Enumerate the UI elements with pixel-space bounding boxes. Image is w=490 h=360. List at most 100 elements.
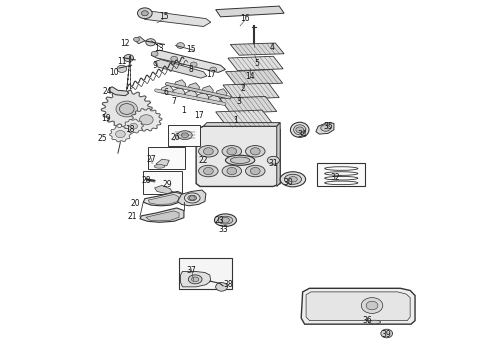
Circle shape — [116, 101, 138, 117]
Text: 1: 1 — [182, 105, 186, 114]
Bar — [168, 125, 199, 146]
Circle shape — [250, 167, 260, 175]
Polygon shape — [177, 190, 206, 206]
Ellipse shape — [368, 320, 381, 324]
Ellipse shape — [184, 193, 200, 203]
Polygon shape — [196, 92, 209, 102]
Circle shape — [171, 56, 177, 61]
Polygon shape — [155, 185, 172, 194]
Polygon shape — [109, 87, 129, 96]
Polygon shape — [160, 85, 173, 95]
Polygon shape — [134, 37, 145, 44]
Polygon shape — [184, 90, 197, 100]
Ellipse shape — [154, 165, 165, 168]
Text: 38: 38 — [223, 280, 233, 289]
Ellipse shape — [284, 174, 301, 184]
Polygon shape — [110, 126, 131, 142]
Circle shape — [120, 104, 134, 114]
Ellipse shape — [230, 157, 250, 163]
Text: 7: 7 — [172, 97, 176, 106]
Circle shape — [116, 131, 125, 138]
Polygon shape — [156, 159, 169, 166]
Text: 5: 5 — [255, 59, 260, 68]
Circle shape — [203, 148, 213, 155]
Circle shape — [117, 65, 127, 72]
Polygon shape — [151, 50, 225, 72]
Ellipse shape — [188, 275, 202, 284]
Text: 12: 12 — [121, 39, 130, 48]
Text: 9: 9 — [152, 61, 157, 70]
Polygon shape — [277, 123, 280, 186]
Text: 21: 21 — [128, 212, 137, 221]
Ellipse shape — [294, 125, 306, 135]
Text: 8: 8 — [189, 65, 194, 74]
Text: 22: 22 — [199, 156, 208, 165]
Polygon shape — [230, 43, 284, 55]
Ellipse shape — [218, 216, 233, 224]
Polygon shape — [146, 211, 179, 221]
Polygon shape — [225, 69, 283, 85]
Circle shape — [124, 54, 134, 62]
Polygon shape — [155, 59, 207, 78]
Text: 1: 1 — [233, 116, 238, 125]
Text: 39: 39 — [382, 330, 392, 339]
Polygon shape — [173, 80, 186, 89]
Circle shape — [176, 42, 184, 48]
Text: 20: 20 — [130, 199, 140, 208]
Text: 32: 32 — [331, 173, 340, 182]
Text: 15: 15 — [160, 12, 169, 21]
Text: 16: 16 — [240, 14, 250, 23]
Text: 14: 14 — [245, 72, 255, 81]
Polygon shape — [124, 119, 144, 133]
Polygon shape — [172, 87, 185, 97]
Circle shape — [361, 298, 383, 314]
Ellipse shape — [291, 122, 309, 137]
Text: 17: 17 — [206, 70, 216, 79]
Ellipse shape — [289, 177, 297, 182]
Text: 18: 18 — [125, 125, 135, 134]
Text: 31: 31 — [269, 159, 278, 168]
Text: 23: 23 — [215, 216, 224, 225]
Ellipse shape — [280, 172, 306, 187]
Polygon shape — [220, 96, 277, 113]
Polygon shape — [140, 11, 211, 27]
Circle shape — [216, 283, 227, 291]
Text: 33: 33 — [218, 225, 228, 234]
Text: 25: 25 — [98, 134, 107, 143]
Text: 30: 30 — [283, 178, 293, 187]
Ellipse shape — [215, 214, 237, 226]
Circle shape — [221, 217, 229, 223]
Ellipse shape — [267, 156, 279, 164]
Polygon shape — [140, 208, 184, 222]
Circle shape — [151, 51, 158, 56]
Text: 24: 24 — [102, 86, 112, 95]
Circle shape — [190, 62, 197, 67]
Polygon shape — [216, 6, 284, 17]
Circle shape — [189, 196, 195, 200]
Circle shape — [203, 167, 213, 175]
Ellipse shape — [181, 133, 189, 137]
Polygon shape — [316, 123, 334, 134]
Circle shape — [227, 167, 237, 175]
Polygon shape — [223, 83, 279, 99]
Circle shape — [146, 39, 156, 46]
Ellipse shape — [177, 131, 192, 140]
Polygon shape — [101, 90, 152, 127]
Text: 15: 15 — [186, 45, 196, 54]
Bar — [318, 163, 365, 186]
Text: 19: 19 — [101, 114, 111, 123]
Circle shape — [134, 37, 140, 41]
Ellipse shape — [225, 155, 255, 165]
Text: 3: 3 — [236, 97, 241, 106]
Text: 26: 26 — [171, 133, 180, 142]
Polygon shape — [187, 83, 199, 92]
Polygon shape — [201, 86, 213, 95]
Bar — [148, 147, 185, 168]
Polygon shape — [144, 192, 184, 206]
Circle shape — [142, 11, 148, 16]
Polygon shape — [196, 126, 280, 186]
Polygon shape — [207, 94, 220, 104]
Polygon shape — [203, 123, 280, 126]
Polygon shape — [148, 194, 179, 204]
Ellipse shape — [188, 195, 196, 201]
